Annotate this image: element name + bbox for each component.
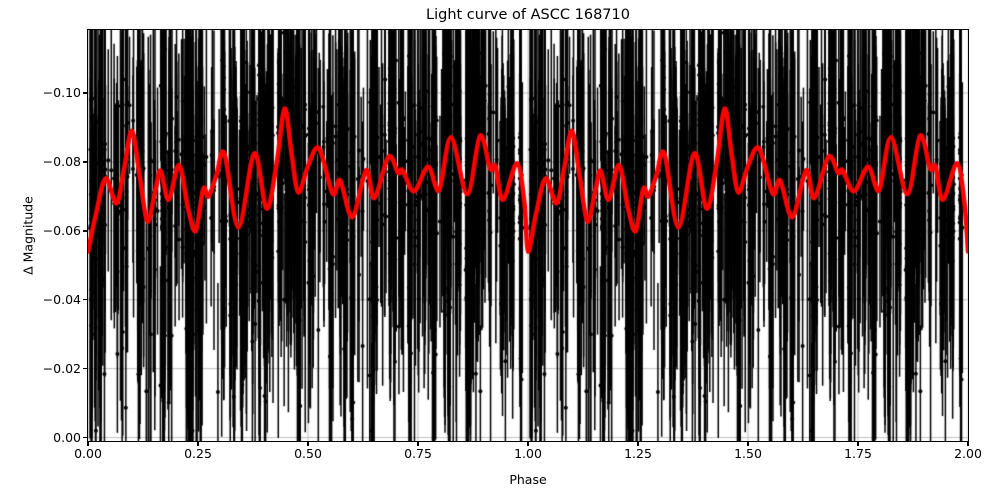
x-tick-mark	[747, 442, 749, 446]
x-axis-label: Phase	[509, 472, 547, 487]
y-tick-mark	[83, 299, 87, 301]
y-tick-label: −0.02	[42, 360, 81, 376]
y-tick-mark	[83, 436, 87, 439]
x-tick-mark	[967, 442, 969, 446]
x-tick-mark	[527, 442, 529, 446]
y-tick-label: −0.10	[42, 85, 81, 101]
y-tick-mark	[83, 161, 87, 163]
chart-title: Light curve of ASCC 168710	[426, 7, 630, 23]
y-axis-label: Δ Magnitude	[20, 196, 36, 275]
x-tick-label: 1.25	[624, 446, 652, 461]
x-tick-mark	[87, 442, 89, 446]
y-tick-mark	[83, 367, 87, 370]
y-tick-label: −0.08	[42, 153, 81, 169]
x-tick-label: 1.50	[734, 446, 762, 461]
x-tick-mark	[307, 442, 309, 446]
plot-area	[87, 29, 969, 442]
x-tick-label: 0.00	[74, 446, 102, 461]
x-tick-label: 0.50	[294, 446, 322, 461]
x-tick-label: 0.25	[184, 446, 212, 461]
y-tick-mark	[83, 92, 87, 94]
x-tick-mark	[417, 442, 419, 446]
x-tick-mark	[197, 442, 199, 446]
y-tick-label: 0.00	[53, 429, 81, 445]
x-tick-label: 1.75	[844, 446, 872, 461]
x-tick-label: 1.00	[514, 446, 542, 461]
y-tick-label: −0.06	[42, 222, 81, 238]
x-tick-mark	[857, 442, 859, 446]
x-tick-label: 2.00	[954, 446, 982, 461]
y-tick-label: −0.04	[42, 291, 81, 307]
x-tick-label: 0.75	[404, 446, 432, 461]
y-tick-mark	[83, 230, 87, 232]
x-tick-mark	[637, 442, 639, 446]
